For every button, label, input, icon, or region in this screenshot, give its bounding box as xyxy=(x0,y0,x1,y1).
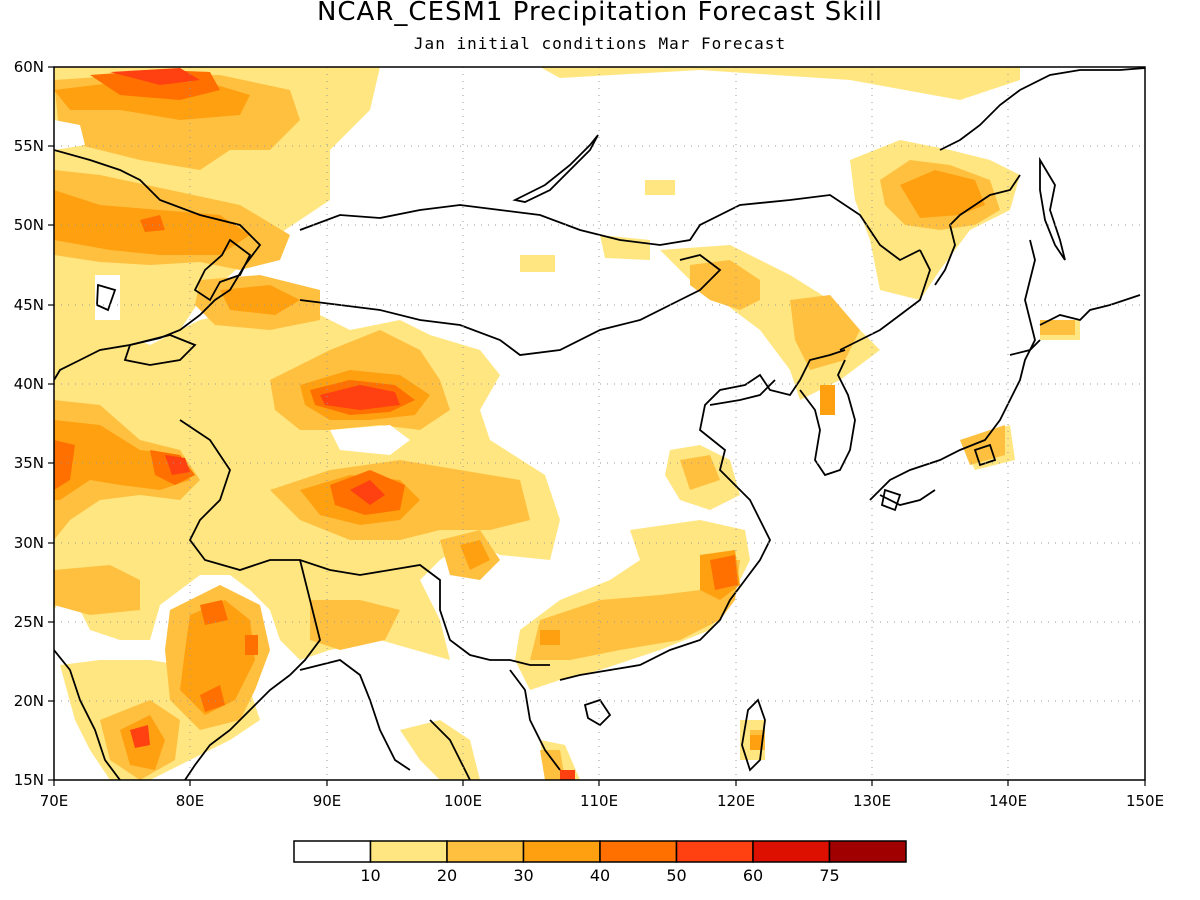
colorbar-label: 10 xyxy=(360,866,380,885)
colorbar-swatch xyxy=(293,840,372,863)
lon-label: 100E xyxy=(444,792,482,810)
axis-ticks xyxy=(48,66,1146,786)
colorbar-swatch xyxy=(446,840,525,863)
colorbar-swatch xyxy=(599,840,678,863)
lat-label: 50N xyxy=(14,216,44,234)
lat-label: 35N xyxy=(14,454,44,472)
lon-label: 80E xyxy=(176,792,205,810)
lon-label: 120E xyxy=(717,792,755,810)
lon-label: 130E xyxy=(853,792,891,810)
colorbar-label: 30 xyxy=(513,866,533,885)
colorbar: 10 20 30 40 50 60 75 xyxy=(293,840,907,885)
lat-label: 55N xyxy=(14,137,44,155)
colorbar-label: 50 xyxy=(666,866,686,885)
lat-label: 25N xyxy=(14,613,44,631)
lat-label: 15N xyxy=(14,771,44,789)
colorbar-label: 40 xyxy=(590,866,610,885)
longitude-labels: 70E 80E 90E 100E 110E 120E 130E 140E 150… xyxy=(40,792,1164,810)
lon-label: 140E xyxy=(989,792,1027,810)
colorbar-label: 20 xyxy=(437,866,457,885)
lon-label: 70E xyxy=(40,792,69,810)
colorbar-swatch xyxy=(828,840,907,863)
lat-label: 60N xyxy=(14,58,44,76)
colorbar-swatch xyxy=(369,840,448,863)
colorbar-label: 75 xyxy=(819,866,839,885)
lat-label: 30N xyxy=(14,534,44,552)
lat-label: 40N xyxy=(14,375,44,393)
map-title: NCAR_CESM1 Precipitation Forecast Skill xyxy=(316,0,884,27)
colorbar-label: 60 xyxy=(743,866,763,885)
lon-label: 90E xyxy=(313,792,342,810)
lat-label: 20N xyxy=(14,692,44,710)
colorbar-swatch xyxy=(675,840,754,863)
lon-label: 150E xyxy=(1126,792,1164,810)
colorbar-swatch xyxy=(752,840,831,863)
lon-label: 110E xyxy=(580,792,618,810)
colorbar-swatch xyxy=(522,840,601,863)
latitude-labels: 15N 20N 25N 30N 35N 40N 45N 50N 55N 60N xyxy=(14,58,44,789)
coastlines-and-borders xyxy=(54,67,1145,780)
map-subtitle: Jan initial conditions Mar Forecast xyxy=(413,34,787,53)
precip-skill-field xyxy=(54,67,1145,780)
lat-label: 45N xyxy=(14,296,44,314)
